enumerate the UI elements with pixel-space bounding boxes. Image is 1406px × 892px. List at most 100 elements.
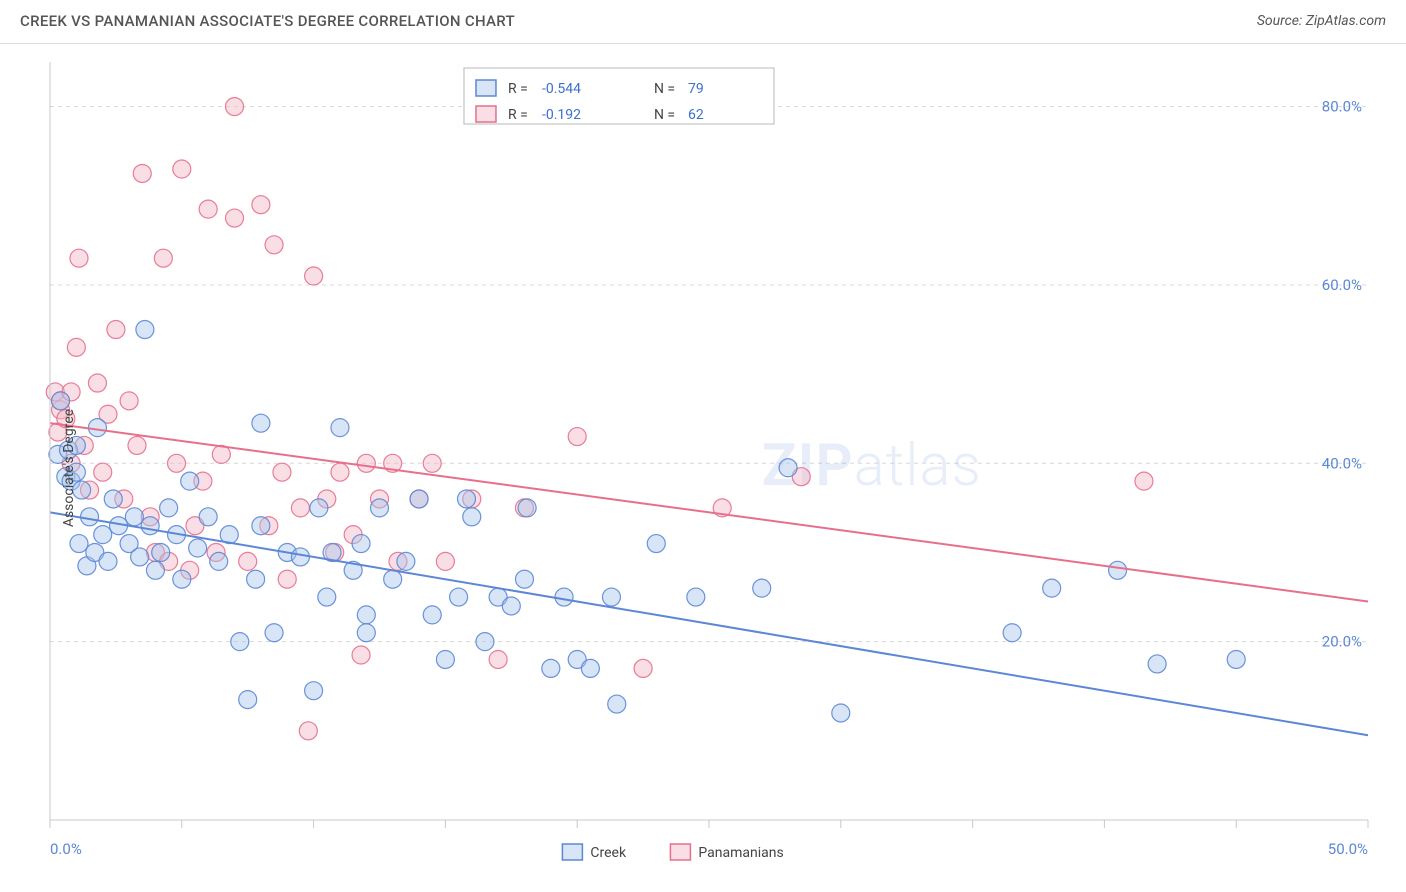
scatter-point — [181, 472, 199, 490]
scatter-point — [331, 419, 349, 437]
scatter-point — [152, 543, 170, 561]
scatter-point — [265, 236, 283, 254]
scatter-point — [67, 338, 85, 356]
scatter-point — [52, 392, 70, 410]
legend-n-value: 62 — [688, 107, 704, 123]
scatter-point — [371, 499, 389, 517]
legend-swatch — [562, 844, 582, 860]
scatter-point — [88, 419, 106, 437]
scatter-point — [515, 570, 533, 588]
scatter-point — [1227, 650, 1245, 668]
scatter-point — [125, 508, 143, 526]
scatter-point — [146, 561, 164, 579]
scatter-point — [131, 548, 149, 566]
scatter-point — [384, 570, 402, 588]
y-tick-label: 60.0% — [1322, 276, 1362, 294]
scatter-point — [318, 588, 336, 606]
chart-header: CREEK VS PANAMANIAN ASSOCIATE'S DEGREE C… — [0, 0, 1406, 44]
legend-series-label: Creek — [590, 845, 627, 861]
scatter-point — [104, 490, 122, 508]
chart-area: Associate's Degree 20.0%40.0%60.0%80.0%Z… — [0, 44, 1406, 892]
scatter-point — [239, 552, 257, 570]
scatter-point — [542, 659, 560, 677]
legend-r-label: R = — [508, 107, 528, 123]
scatter-point — [832, 704, 850, 722]
scatter-point — [231, 633, 249, 651]
scatter-point — [88, 374, 106, 392]
y-tick-label: 20.0% — [1322, 633, 1362, 651]
scatter-point — [278, 570, 296, 588]
scatter-point — [423, 606, 441, 624]
scatter-point — [226, 209, 244, 227]
x-tick-label: 0.0% — [50, 840, 82, 858]
legend-r-value: -0.192 — [542, 107, 581, 123]
scatter-point — [502, 597, 520, 615]
scatter-point — [136, 321, 154, 339]
scatter-point — [602, 588, 620, 606]
chart-title: CREEK VS PANAMANIAN ASSOCIATE'S DEGREE C… — [20, 12, 515, 30]
scatter-point — [357, 454, 375, 472]
scatter-point — [120, 392, 138, 410]
scatter-point — [81, 508, 99, 526]
scatter-point — [173, 160, 191, 178]
scatter-point — [247, 570, 265, 588]
scatter-point — [608, 695, 626, 713]
scatter-point — [210, 552, 228, 570]
scatter-point — [141, 517, 159, 535]
legend-series-label: Panamanians — [698, 845, 783, 861]
scatter-point — [1148, 655, 1166, 673]
scatter-point — [634, 659, 652, 677]
scatter-point — [252, 517, 270, 535]
scatter-point — [199, 508, 217, 526]
legend-n-label: N = — [654, 107, 675, 123]
scatter-point — [291, 548, 309, 566]
scatter-point — [647, 535, 665, 553]
scatter-point — [352, 535, 370, 553]
legend-n-label: N = — [654, 81, 675, 97]
scatter-point — [753, 579, 771, 597]
scatter-point — [199, 200, 217, 218]
scatter-point — [305, 682, 323, 700]
scatter-point — [128, 436, 146, 454]
scatter-point — [489, 650, 507, 668]
scatter-point — [397, 552, 415, 570]
scatter-point — [252, 196, 270, 214]
scatter-point — [352, 646, 370, 664]
scatter-point — [133, 164, 151, 182]
scatter-point — [94, 526, 112, 544]
scatter-point — [518, 499, 536, 517]
scatter-point — [1109, 561, 1127, 579]
legend-swatch — [476, 106, 496, 122]
scatter-point — [1003, 624, 1021, 642]
scatter-point — [450, 588, 468, 606]
scatter-point — [1135, 472, 1153, 490]
scatter-point — [173, 570, 191, 588]
scatter-point — [305, 267, 323, 285]
scatter-point — [436, 650, 454, 668]
scatter-point — [1043, 579, 1061, 597]
scatter-point — [299, 722, 317, 740]
scatter-point — [357, 606, 375, 624]
scatter-point — [568, 428, 586, 446]
scatter-point — [189, 539, 207, 557]
scatter-point — [94, 463, 112, 481]
scatter-point — [168, 454, 186, 472]
scatter-point — [265, 624, 283, 642]
legend-r-value: -0.544 — [542, 81, 581, 97]
scatter-point — [331, 463, 349, 481]
scatter-point — [555, 588, 573, 606]
scatter-point — [70, 535, 88, 553]
scatter-point — [436, 552, 454, 570]
scatter-point — [273, 463, 291, 481]
x-tick-label: 50.0% — [1328, 840, 1368, 858]
scatter-point — [463, 508, 481, 526]
scatter-point — [252, 414, 270, 432]
scatter-point — [687, 588, 705, 606]
y-tick-label: 40.0% — [1322, 454, 1362, 472]
scatter-point — [581, 659, 599, 677]
scatter-point — [226, 98, 244, 116]
scatter-point — [779, 459, 797, 477]
y-axis-label: Associate's Degree — [61, 409, 77, 527]
scatter-point — [239, 691, 257, 709]
scatter-point — [154, 249, 172, 267]
